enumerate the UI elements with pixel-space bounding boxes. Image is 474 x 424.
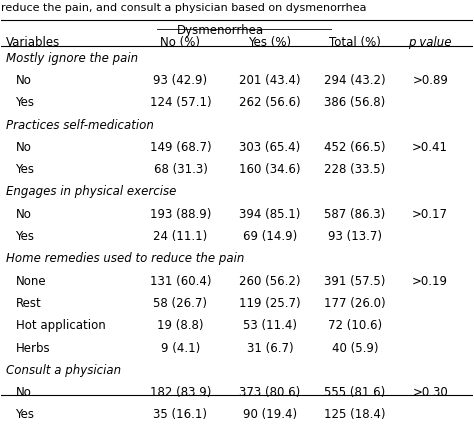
Text: None: None bbox=[16, 275, 46, 287]
Text: 555 (81.6): 555 (81.6) bbox=[324, 386, 385, 399]
Text: 69 (14.9): 69 (14.9) bbox=[243, 230, 297, 243]
Text: Mostly ignore the pain: Mostly ignore the pain bbox=[6, 52, 138, 65]
Text: 131 (60.4): 131 (60.4) bbox=[150, 275, 211, 287]
Text: 125 (18.4): 125 (18.4) bbox=[324, 408, 385, 421]
Text: Yes (%): Yes (%) bbox=[248, 36, 292, 50]
Text: 68 (31.3): 68 (31.3) bbox=[154, 163, 208, 176]
Text: 391 (57.5): 391 (57.5) bbox=[324, 275, 385, 287]
Text: No: No bbox=[16, 74, 31, 87]
Text: No: No bbox=[16, 386, 31, 399]
Text: >0.30: >0.30 bbox=[412, 386, 448, 399]
Text: Dysmenorrhea: Dysmenorrhea bbox=[177, 24, 264, 37]
Text: 93 (42.9): 93 (42.9) bbox=[154, 74, 208, 87]
Text: Home remedies used to reduce the pain: Home remedies used to reduce the pain bbox=[6, 252, 245, 265]
Text: 260 (56.2): 260 (56.2) bbox=[239, 275, 301, 287]
Text: 72 (10.6): 72 (10.6) bbox=[328, 319, 382, 332]
Text: 303 (65.4): 303 (65.4) bbox=[239, 141, 301, 154]
Text: >0.17: >0.17 bbox=[412, 208, 448, 221]
Text: 53 (11.4): 53 (11.4) bbox=[243, 319, 297, 332]
Text: >0.19: >0.19 bbox=[412, 275, 448, 287]
Text: 90 (19.4): 90 (19.4) bbox=[243, 408, 297, 421]
Text: 9 (4.1): 9 (4.1) bbox=[161, 341, 200, 354]
Text: 31 (6.7): 31 (6.7) bbox=[246, 341, 293, 354]
Text: 160 (34.6): 160 (34.6) bbox=[239, 163, 301, 176]
Text: 228 (33.5): 228 (33.5) bbox=[324, 163, 385, 176]
Text: Practices self-medication: Practices self-medication bbox=[6, 119, 154, 131]
Text: 177 (26.0): 177 (26.0) bbox=[324, 297, 386, 310]
Text: 262 (56.6): 262 (56.6) bbox=[239, 96, 301, 109]
Text: p value: p value bbox=[409, 36, 452, 50]
Text: 587 (86.3): 587 (86.3) bbox=[324, 208, 385, 221]
Text: 58 (26.7): 58 (26.7) bbox=[154, 297, 208, 310]
Text: 201 (43.4): 201 (43.4) bbox=[239, 74, 301, 87]
Text: 452 (66.5): 452 (66.5) bbox=[324, 141, 385, 154]
Text: reduce the pain, and consult a physician based on dysmenorrhea: reduce the pain, and consult a physician… bbox=[1, 3, 367, 14]
Text: Rest: Rest bbox=[16, 297, 41, 310]
Text: 124 (57.1): 124 (57.1) bbox=[150, 96, 211, 109]
Text: 119 (25.7): 119 (25.7) bbox=[239, 297, 301, 310]
Text: No (%): No (%) bbox=[161, 36, 201, 50]
Text: 149 (68.7): 149 (68.7) bbox=[150, 141, 211, 154]
Text: 193 (88.9): 193 (88.9) bbox=[150, 208, 211, 221]
Text: No: No bbox=[16, 208, 31, 221]
Text: No: No bbox=[16, 141, 31, 154]
Text: Yes: Yes bbox=[16, 163, 35, 176]
Text: 24 (11.1): 24 (11.1) bbox=[153, 230, 208, 243]
Text: Hot application: Hot application bbox=[16, 319, 105, 332]
Text: 182 (83.9): 182 (83.9) bbox=[150, 386, 211, 399]
Text: 386 (56.8): 386 (56.8) bbox=[324, 96, 385, 109]
Text: >0.89: >0.89 bbox=[412, 74, 448, 87]
Text: Yes: Yes bbox=[16, 408, 35, 421]
Text: Yes: Yes bbox=[16, 230, 35, 243]
Text: 294 (43.2): 294 (43.2) bbox=[324, 74, 386, 87]
Text: Herbs: Herbs bbox=[16, 341, 50, 354]
Text: Variables: Variables bbox=[6, 36, 60, 50]
Text: 394 (85.1): 394 (85.1) bbox=[239, 208, 301, 221]
Text: 93 (13.7): 93 (13.7) bbox=[328, 230, 382, 243]
Text: 19 (8.8): 19 (8.8) bbox=[157, 319, 204, 332]
Text: 35 (16.1): 35 (16.1) bbox=[154, 408, 208, 421]
Text: >0.41: >0.41 bbox=[412, 141, 448, 154]
Text: Yes: Yes bbox=[16, 96, 35, 109]
Text: Engages in physical exercise: Engages in physical exercise bbox=[6, 185, 176, 198]
Text: 40 (5.9): 40 (5.9) bbox=[331, 341, 378, 354]
Text: 373 (80.6): 373 (80.6) bbox=[239, 386, 301, 399]
Text: Total (%): Total (%) bbox=[329, 36, 381, 50]
Text: Consult a physician: Consult a physician bbox=[6, 364, 121, 377]
